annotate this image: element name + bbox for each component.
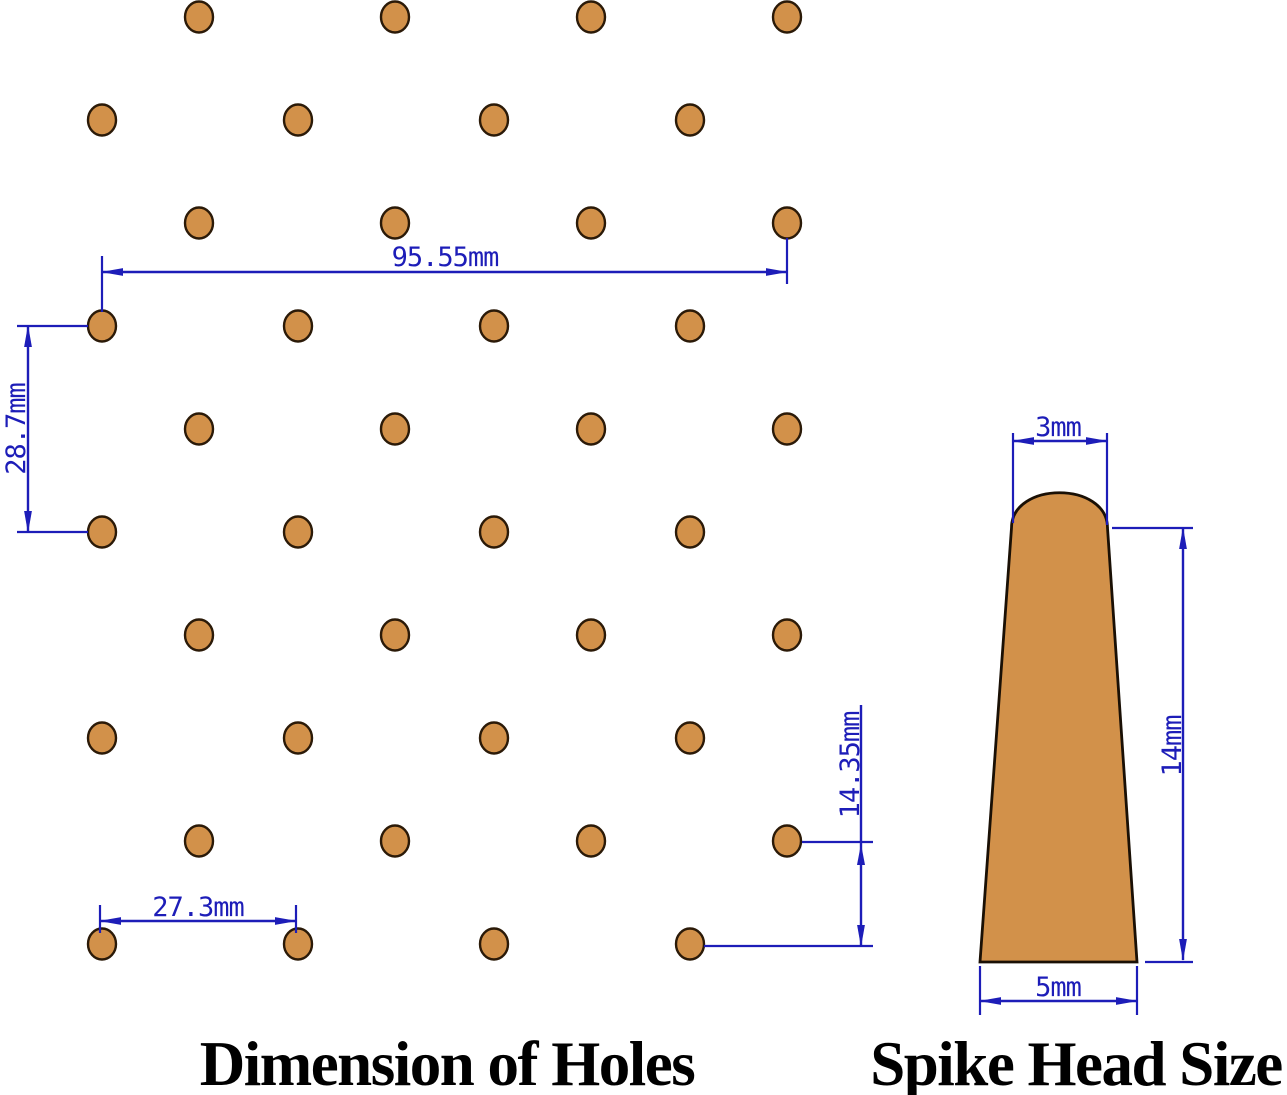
hole-dot [86, 515, 118, 549]
hole-dot [478, 103, 510, 137]
hole-dot [183, 206, 215, 240]
hole-grid [86, 0, 803, 961]
dim-spike-base: 5mm [978, 966, 1139, 1015]
hole-dot [478, 309, 510, 343]
title-spike-head-size: Spike Head Size [870, 1029, 1282, 1095]
hole-dot [183, 824, 215, 858]
hole-dot [282, 103, 314, 137]
hole-dot [771, 824, 803, 858]
dim-spike-height: 14mm [1112, 526, 1193, 964]
hole-dot [674, 927, 706, 961]
hole-dot [379, 206, 411, 240]
hole-dot [674, 103, 706, 137]
hole-dot [575, 206, 607, 240]
title-dimension-of-holes: Dimension of Holes [200, 1029, 695, 1095]
dim-col-pitch-label: 27.3mm [152, 892, 244, 923]
dim-row-stagger-label: 14.35mm [835, 712, 866, 819]
hole-dot [771, 618, 803, 652]
hole-dot [379, 412, 411, 446]
hole-dot [478, 721, 510, 755]
hole-dot [86, 927, 118, 961]
spike-shape [978, 491, 1139, 964]
dim-hole-span: 95.55mm [100, 238, 789, 312]
hole-dot [575, 0, 607, 34]
hole-dot [771, 0, 803, 34]
hole-dot [282, 927, 314, 961]
hole-dot [86, 103, 118, 137]
dim-spike-height-label: 14mm [1157, 715, 1188, 776]
dim-col-pitch: 27.3mm [98, 892, 298, 933]
hole-dot [379, 618, 411, 652]
hole-dot [379, 0, 411, 34]
hole-dot [86, 721, 118, 755]
dim-hole-span-label: 95.55mm [392, 242, 499, 273]
dim-row-pitch-label: 28.7mm [1, 383, 32, 475]
hole-dot [575, 824, 607, 858]
hole-dot [183, 618, 215, 652]
hole-dot [771, 206, 803, 240]
dim-spike-tip-label: 3mm [1035, 412, 1081, 443]
hole-dot [282, 515, 314, 549]
hole-dot [478, 927, 510, 961]
hole-dot [771, 412, 803, 446]
up-arrowhead [857, 844, 865, 865]
hole-dot [674, 721, 706, 755]
hole-dot [674, 309, 706, 343]
hole-dot [575, 412, 607, 446]
hole-dot [379, 824, 411, 858]
dim-spike-tip: 3mm [1011, 412, 1109, 525]
hole-dot [282, 309, 314, 343]
hole-dot [183, 412, 215, 446]
hole-dot [183, 0, 215, 34]
hole-dot [674, 515, 706, 549]
hole-dot [478, 515, 510, 549]
dim-row-pitch: 28.7mm [1, 324, 88, 534]
hole-dot [86, 309, 118, 343]
dim-row-stagger: 14.35mm [704, 705, 873, 948]
hole-dot [575, 618, 607, 652]
dim-spike-base-label: 5mm [1035, 972, 1081, 1003]
hole-dot [282, 721, 314, 755]
